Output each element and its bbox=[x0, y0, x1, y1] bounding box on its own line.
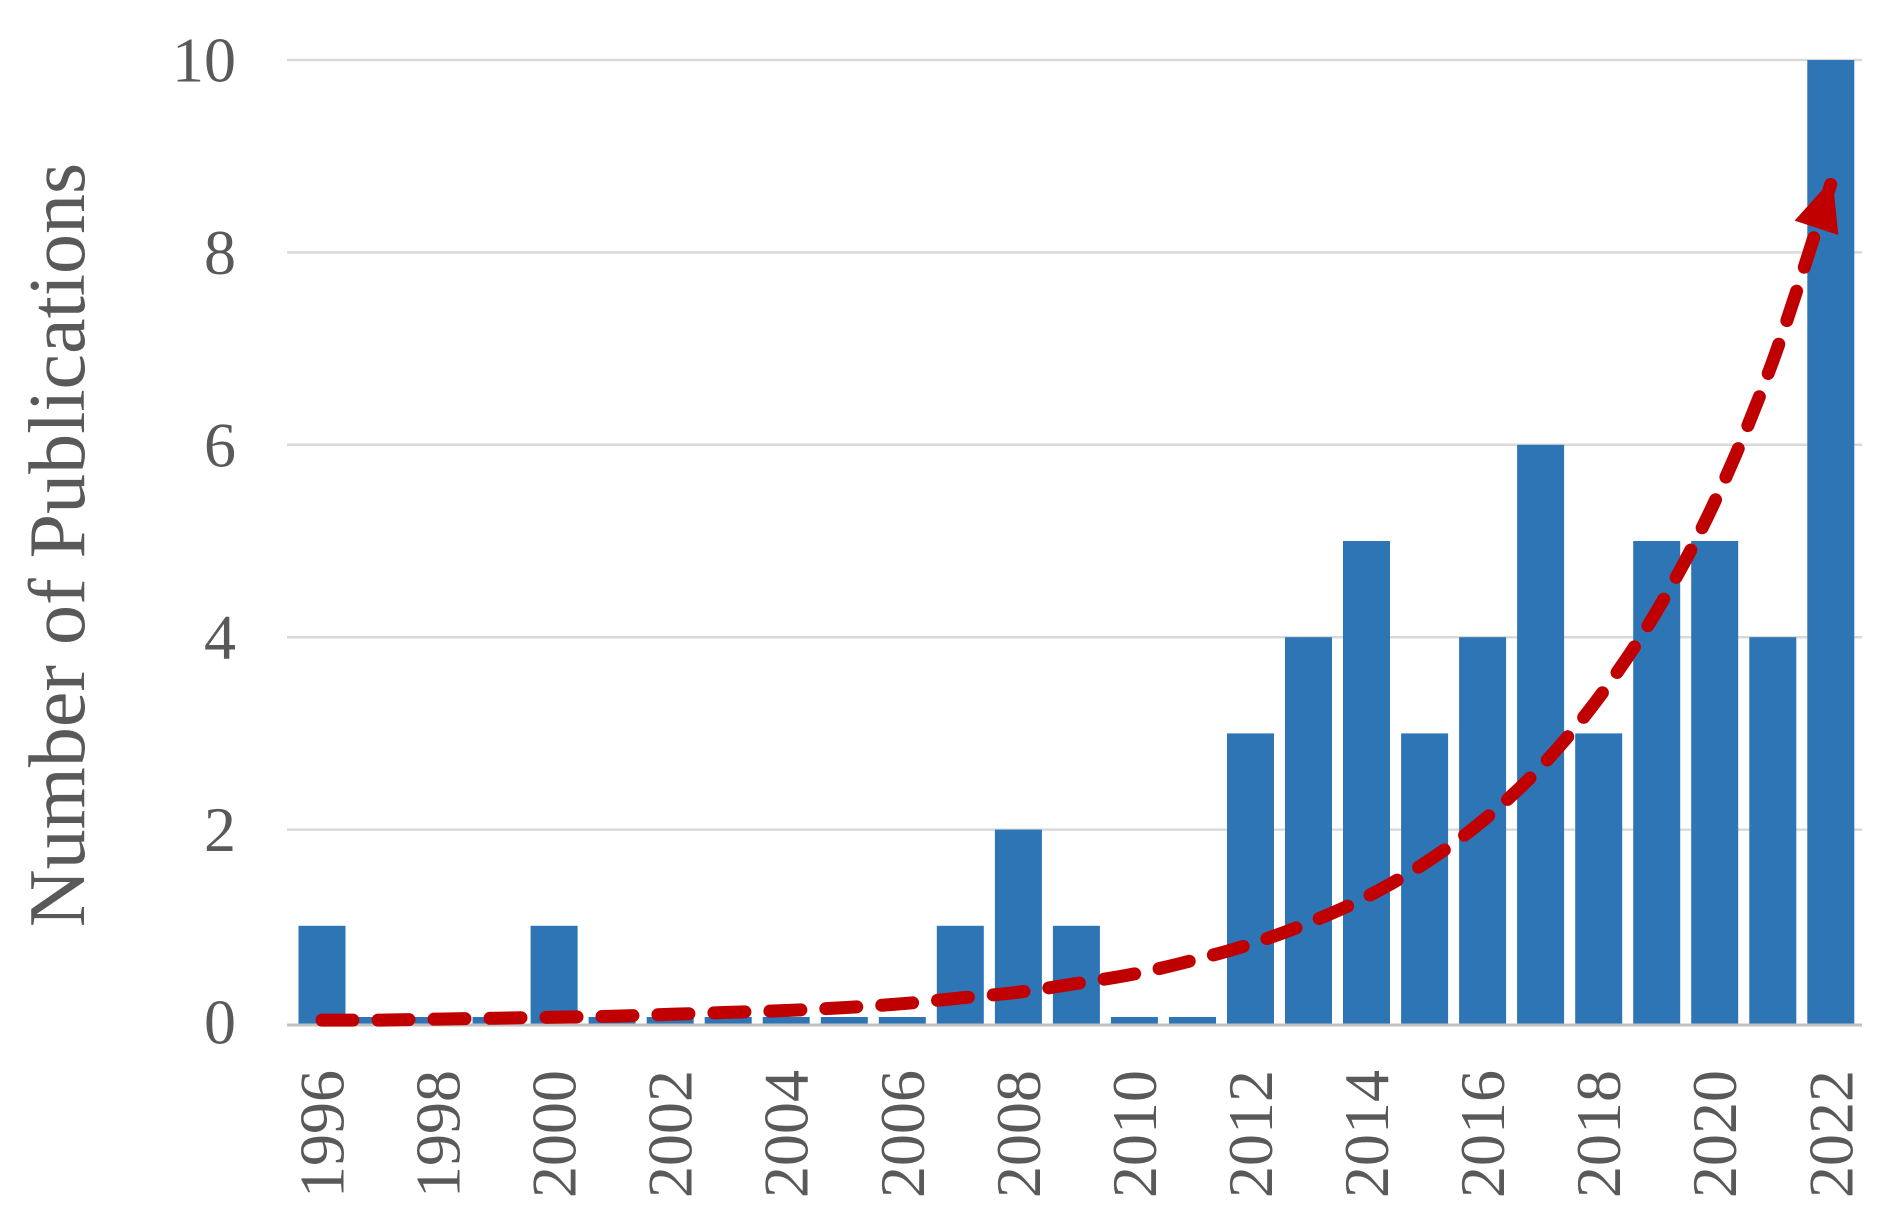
trend-line bbox=[315, 177, 1838, 1027]
bar-2005 bbox=[820, 1017, 868, 1025]
bar-2003 bbox=[704, 1017, 752, 1025]
x-tick-label-2020: 2020 bbox=[1679, 1070, 1750, 1198]
bar-1996 bbox=[298, 925, 346, 1025]
y-tick-label-4: 4 bbox=[204, 602, 236, 673]
x-tick-label-2000: 2000 bbox=[519, 1070, 590, 1198]
x-tick-label-1998: 1998 bbox=[403, 1070, 474, 1198]
bar-2002 bbox=[646, 1017, 694, 1025]
y-tick-label-0: 0 bbox=[204, 987, 236, 1058]
x-tick-label-2014: 2014 bbox=[1331, 1070, 1402, 1198]
y-tick-label-10: 10 bbox=[172, 25, 236, 96]
x-tick-label-2022: 2022 bbox=[1795, 1070, 1866, 1198]
x-tick-label-2010: 2010 bbox=[1099, 1070, 1170, 1198]
bar-2007 bbox=[936, 925, 984, 1025]
x-tick-label-2016: 2016 bbox=[1447, 1070, 1518, 1198]
bars-layer bbox=[298, 60, 1855, 1025]
labels-layer: 0 2 4 6 8 10 1996 1998 2000 2002 2004 2006 2008 2010 2… bbox=[172, 25, 1866, 1199]
bar-2009 bbox=[1052, 925, 1100, 1025]
bar-2010 bbox=[1110, 1017, 1158, 1025]
bar-2006 bbox=[878, 1017, 926, 1025]
trend-layer bbox=[315, 177, 1839, 1027]
x-tick-label-2008: 2008 bbox=[983, 1070, 1054, 1198]
bar-2014 bbox=[1343, 541, 1390, 1025]
x-tick-label-2002: 2002 bbox=[635, 1070, 706, 1198]
x-tick-label-2006: 2006 bbox=[867, 1070, 938, 1198]
x-tick-label-2012: 2012 bbox=[1215, 1070, 1286, 1198]
x-tick-label-1996: 1996 bbox=[287, 1070, 358, 1198]
bar-2004 bbox=[762, 1017, 810, 1025]
trend-arrowhead bbox=[1794, 178, 1839, 235]
bar-2015 bbox=[1401, 733, 1449, 1025]
x-tick-label-2018: 2018 bbox=[1563, 1070, 1634, 1198]
bar-2020 bbox=[1691, 541, 1739, 1025]
bar-2000 bbox=[530, 925, 578, 1025]
bar-2021 bbox=[1749, 637, 1797, 1025]
bar-2012 bbox=[1227, 733, 1274, 1025]
y-tick-label-6: 6 bbox=[204, 409, 236, 480]
bar-2018 bbox=[1575, 733, 1623, 1025]
bar-2011 bbox=[1169, 1017, 1216, 1025]
bar-2013 bbox=[1285, 637, 1332, 1025]
bar-2017 bbox=[1517, 444, 1565, 1025]
y-axis-title: Number of Publications bbox=[14, 163, 102, 927]
y-tick-label-8: 8 bbox=[204, 217, 236, 288]
x-tick-label-2004: 2004 bbox=[751, 1070, 822, 1198]
gridlines-layer bbox=[287, 58, 1862, 831]
y-tick-label-2: 2 bbox=[204, 794, 236, 865]
